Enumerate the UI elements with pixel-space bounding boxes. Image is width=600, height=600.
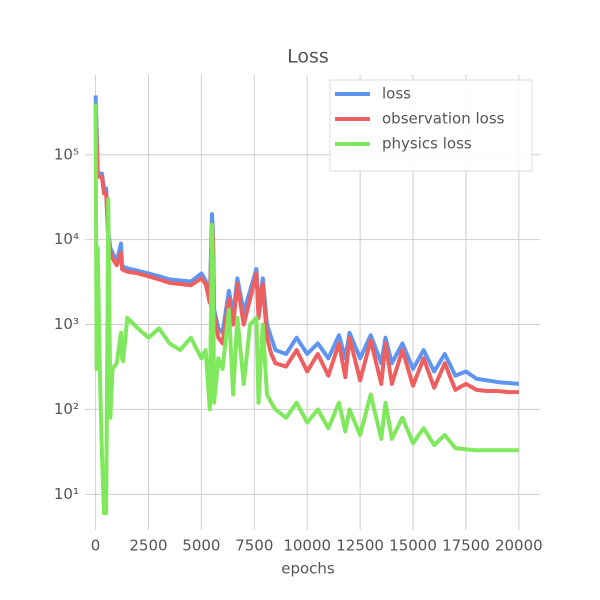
chart-title: Loss — [287, 46, 329, 68]
lines — [93, 95, 520, 516]
y-tick-label: 10² — [54, 400, 79, 418]
line-series — [93, 103, 519, 516]
y-tick-label: 10⁵ — [54, 145, 79, 163]
legend-label: loss — [382, 85, 411, 103]
x-axis-label: epochs — [281, 560, 335, 578]
x-tick-label: 5000 — [182, 537, 220, 555]
x-tick-label: 10000 — [283, 537, 331, 555]
y-tick-label: 10³ — [54, 315, 79, 333]
line-series — [93, 103, 519, 395]
x-tick-label: 2500 — [129, 537, 167, 555]
x-tick-label: 7500 — [235, 537, 273, 555]
legend-label: physics loss — [382, 135, 472, 153]
y-tick-label: 10⁴ — [54, 230, 79, 248]
x-tick-label: 12500 — [336, 537, 384, 555]
x-tick-label: 20000 — [495, 537, 543, 555]
legend: loss observation loss physics loss — [329, 79, 533, 172]
y-tick-label: 10¹ — [54, 485, 79, 503]
x-tick-label: 17500 — [442, 537, 490, 555]
x-tick-label: 0 — [91, 537, 101, 555]
legend-label: observation loss — [382, 110, 505, 128]
x-tick-label: 15000 — [389, 537, 437, 555]
